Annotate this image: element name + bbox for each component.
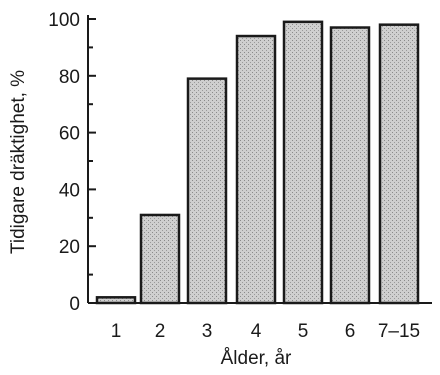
y-axis-label: Tidigare dräktighet, % [8, 70, 29, 254]
x-tick-label: 7–15 [378, 321, 420, 342]
y-tick-label: 80 [59, 67, 80, 88]
x-tick-label: 5 [298, 321, 309, 342]
y-tick-label: 0 [69, 294, 80, 315]
bar-7 [378, 23, 420, 305]
y-tick-label: 60 [59, 124, 80, 145]
y-tick-label: 40 [59, 180, 80, 201]
y-tick-label: 100 [48, 10, 80, 31]
x-ticks-group: 1 2 3 4 5 6 7–15 [111, 321, 420, 342]
x-tick-label: 2 [155, 321, 166, 342]
x-tick-label: 1 [111, 321, 122, 342]
bar-4 [235, 34, 277, 305]
axes-group [87, 15, 432, 304]
bar-3 [186, 77, 228, 305]
y-ticks-group: 0 20 40 60 80 100 [48, 10, 96, 315]
x-axis-label: Ålder, år [221, 348, 292, 369]
bar-2 [139, 213, 181, 305]
x-tick-label: 3 [202, 321, 213, 342]
bar-5 [282, 20, 324, 305]
y-tick-label: 20 [59, 237, 80, 258]
x-tick-label: 4 [251, 321, 262, 342]
x-tick-label: 6 [345, 321, 356, 342]
bar-6 [329, 26, 371, 305]
bars-group [95, 20, 420, 305]
